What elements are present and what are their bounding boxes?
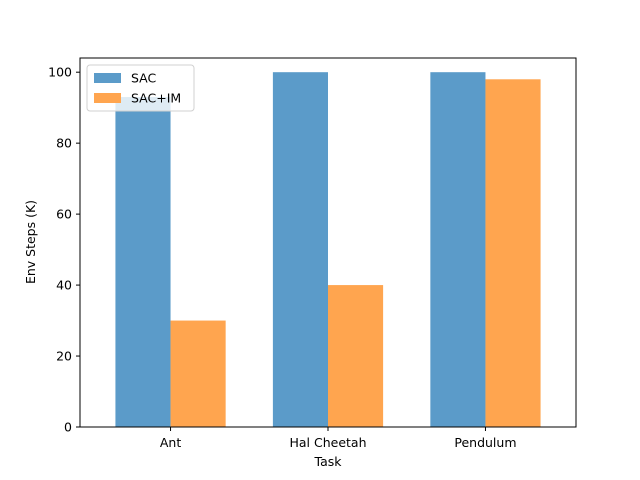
bar-sac-im-hal-cheetah [328,285,384,427]
x-axis-label: Task [314,454,343,469]
y-tick-label: 80 [56,136,72,151]
y-ticks-group: 0 20 40 60 80 100 [48,65,80,435]
legend: SAC SAC+IM [86,64,195,112]
bar-sac-hal-cheetah [272,72,328,427]
legend-label: SAC [131,71,156,86]
y-tick-label: 40 [56,278,72,293]
x-tick-label: Ant [160,435,181,450]
bar-sac-im-pendulum [485,79,541,428]
y-axis-label: Env Steps (K) [23,200,38,284]
x-ticks-group: Ant Hal Cheetah Pendulum [160,427,517,450]
bar-sac-pendulum [430,72,486,427]
x-tick-label: Hal Cheetah [289,435,366,450]
legend-label: SAC+IM [131,91,181,106]
x-tick-label: Pendulum [454,435,516,450]
legend-swatch [94,93,121,103]
y-tick-label: 100 [48,65,72,80]
bars-group [115,72,541,428]
legend-swatch [94,73,121,83]
y-tick-label: 20 [56,349,72,364]
y-tick-label: 0 [64,420,72,435]
bar-sac-im-ant [170,320,226,427]
y-tick-label: 60 [56,207,72,222]
bar-sac-ant [115,97,171,428]
